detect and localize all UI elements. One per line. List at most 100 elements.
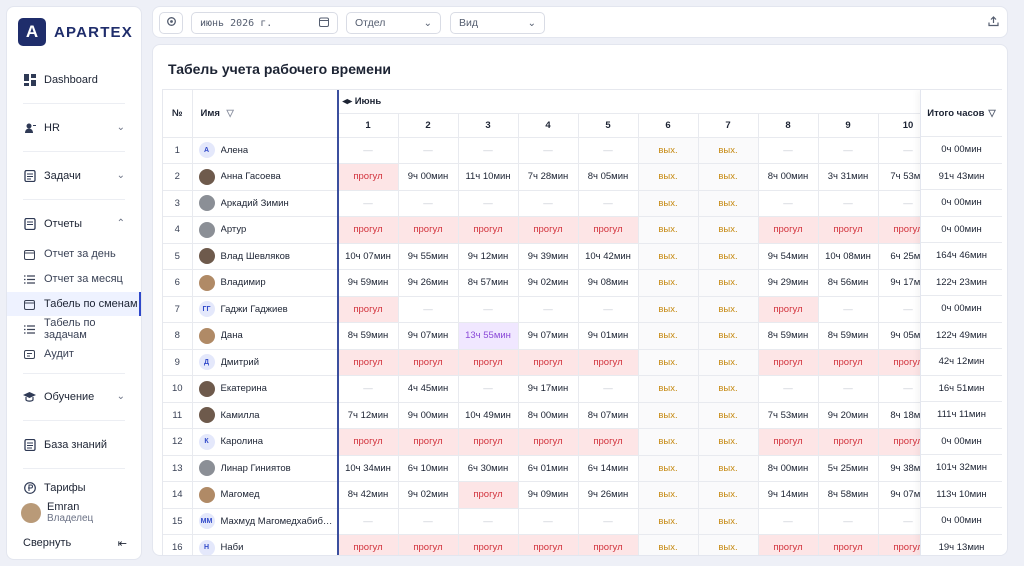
day-cell[interactable]: вых. — [698, 322, 759, 350]
filter-icon[interactable]: ▽ — [988, 107, 996, 119]
day-cell[interactable]: 9ч 26мин — [398, 269, 459, 297]
day-cell[interactable]: — — [578, 190, 639, 217]
employee-cell[interactable]: А Алена — [192, 137, 339, 164]
day-cell[interactable]: 7ч 12мин — [338, 402, 399, 429]
day-cell[interactable]: прогул — [578, 216, 639, 244]
day-cell[interactable]: прогул — [518, 216, 579, 244]
employee-cell[interactable]: ГГ Гаджи Гаджиев — [192, 296, 339, 323]
day-cell[interactable]: вых. — [698, 481, 759, 509]
day-cell[interactable]: 8ч 07мин — [578, 402, 639, 429]
day-cell[interactable]: вых. — [698, 296, 759, 323]
table-row[interactable]: 1 А Алена — — — — — вых. вых. — — — — [163, 137, 939, 164]
day-cell[interactable]: 8ч 59мин — [818, 322, 879, 350]
export-button[interactable] — [982, 12, 1004, 34]
total-header[interactable]: Итого часов ▽ — [921, 90, 1002, 137]
settings-button[interactable] — [159, 12, 183, 34]
day-cell[interactable]: — — [398, 137, 459, 164]
day-cell[interactable]: 9ч 59мин — [338, 269, 399, 297]
day-cell[interactable]: 10ч 07мин — [338, 243, 399, 270]
day-cell[interactable]: 9ч 07мин — [398, 322, 459, 350]
day-cell[interactable]: 8ч 00мин — [518, 402, 579, 429]
table-row[interactable]: 6 Владимир 9ч 59мин 9ч 26мин 8ч 57мин 9ч 02ми… — [163, 269, 939, 297]
day-cell[interactable]: 9ч 07мин — [518, 322, 579, 350]
day-cell[interactable]: вых. — [698, 243, 759, 270]
day-cell[interactable]: — — [758, 190, 819, 217]
day-cell[interactable]: — — [398, 190, 459, 217]
day-cell[interactable]: вых. — [638, 455, 699, 482]
day-cell[interactable]: прогул — [518, 428, 579, 456]
day-cell[interactable]: — — [758, 508, 819, 535]
day-cell[interactable]: прогул — [338, 296, 399, 323]
day-cell[interactable]: 5ч 25мин — [818, 455, 879, 482]
day-cell[interactable]: — — [818, 190, 879, 217]
day-cell[interactable]: вых. — [698, 428, 759, 456]
date-picker[interactable]: июнь 2026 г. — [191, 12, 338, 34]
day-cell[interactable]: — — [818, 296, 879, 323]
day-cell[interactable]: прогул — [578, 534, 639, 555]
day-cell[interactable]: — — [398, 508, 459, 535]
day-cell[interactable]: 8ч 59мин — [758, 322, 819, 350]
day-cell[interactable]: вых. — [638, 402, 699, 429]
sidebar-item-audit[interactable]: Аудит — [7, 342, 141, 366]
day-cell[interactable]: вых. — [698, 269, 759, 297]
day-cell[interactable]: 6ч 01мин — [518, 455, 579, 482]
department-select[interactable]: Отдел ⌄ — [346, 12, 441, 34]
employee-cell[interactable]: К Каролина — [192, 428, 339, 456]
day-cell[interactable]: вых. — [698, 508, 759, 535]
table-row[interactable]: 4 Артур прогул прогул прогул прогул прогул вых.… — [163, 216, 939, 244]
employee-cell[interactable]: Аркадий Зимин — [192, 190, 339, 217]
day-cell[interactable]: вых. — [698, 402, 759, 429]
day-cell[interactable]: вых. — [698, 375, 759, 403]
day-cell[interactable]: вых. — [638, 163, 699, 191]
employee-cell[interactable]: Камилла — [192, 402, 339, 429]
day-cell[interactable]: 8ч 05мин — [578, 163, 639, 191]
user-profile[interactable]: Emran Владелец — [21, 501, 93, 524]
employee-cell[interactable]: Д Дмитрий — [192, 349, 339, 376]
day-cell[interactable]: 8ч 59мин — [338, 322, 399, 350]
table-row[interactable]: 7 ГГ Гаджи Гаджиев прогул — — — — вых. вых. прогул… — [163, 296, 939, 323]
day-cell[interactable]: 10ч 42мин — [578, 243, 639, 270]
day-cell[interactable]: 9ч 54мин — [758, 243, 819, 270]
day-cell[interactable]: — — [518, 190, 579, 217]
pinned-column-divider[interactable] — [337, 90, 339, 555]
day-cell[interactable]: прогул — [398, 349, 459, 376]
day-cell[interactable]: 9ч 17мин — [518, 375, 579, 403]
day-cell[interactable]: 9ч 29мин — [758, 269, 819, 297]
employee-cell[interactable]: Владимир — [192, 269, 339, 297]
day-cell[interactable]: 6ч 14мин — [578, 455, 639, 482]
day-cell[interactable]: 9ч 02мин — [398, 481, 459, 509]
day-cell[interactable]: вых. — [698, 163, 759, 191]
day-cell[interactable]: 3ч 31мин — [818, 163, 879, 191]
day-cell[interactable]: 10ч 49мин — [458, 402, 519, 429]
table-row[interactable]: 10 Екатерина —4ч 45мин —9ч 17мин — вых. вых. — —… — [163, 375, 939, 403]
day-cell[interactable]: 8ч 00мин — [758, 455, 819, 482]
day-cell[interactable]: вых. — [698, 455, 759, 482]
day-cell[interactable]: — — [578, 137, 639, 164]
day-cell[interactable]: прогул — [398, 534, 459, 555]
day-cell[interactable]: 9ч 26мин — [578, 481, 639, 509]
day-cell[interactable]: — — [458, 137, 519, 164]
day-cell[interactable]: 8ч 58мин — [818, 481, 879, 509]
day-cell[interactable]: вых. — [698, 190, 759, 217]
day-cell[interactable]: вых. — [638, 137, 699, 164]
table-row[interactable]: 11 Камилла 7ч 12мин 9ч 00мин 10ч 49мин 8ч 00м… — [163, 402, 939, 429]
day-cell[interactable]: — — [818, 137, 879, 164]
day-cell[interactable]: вых. — [698, 534, 759, 555]
day-cell[interactable]: прогул — [458, 481, 519, 509]
day-cell[interactable]: прогул — [578, 349, 639, 376]
employee-cell[interactable]: ММ Махмуд Магомедхабибов — [192, 508, 339, 535]
sidebar-item-hr[interactable]: HR ⌄ — [7, 116, 141, 140]
table-row[interactable]: 8 Дана 8ч 59мин 9ч 07мин 13ч 55мин 9ч 07мин 9ч… — [163, 322, 939, 350]
day-cell[interactable]: вых. — [638, 243, 699, 270]
day-cell[interactable]: вых. — [638, 190, 699, 217]
day-cell[interactable]: вых. — [638, 481, 699, 509]
day-cell[interactable]: — — [338, 190, 399, 217]
table-row[interactable]: 3 Аркадий Зимин — — — — — вых. вых. — — — — [163, 190, 939, 217]
day-cell[interactable]: 9ч 55мин — [398, 243, 459, 270]
day-cell[interactable]: вых. — [638, 216, 699, 244]
sidebar-item-report-month[interactable]: Отчет за месяц — [7, 267, 141, 291]
day-cell[interactable]: прогул — [338, 534, 399, 555]
table-row[interactable]: 5 Влад Шевляков 10ч 07мин 9ч 55мин 9ч 12мин 9… — [163, 243, 939, 270]
day-cell[interactable]: — — [578, 375, 639, 403]
logo[interactable]: A APARTEX — [7, 7, 141, 46]
